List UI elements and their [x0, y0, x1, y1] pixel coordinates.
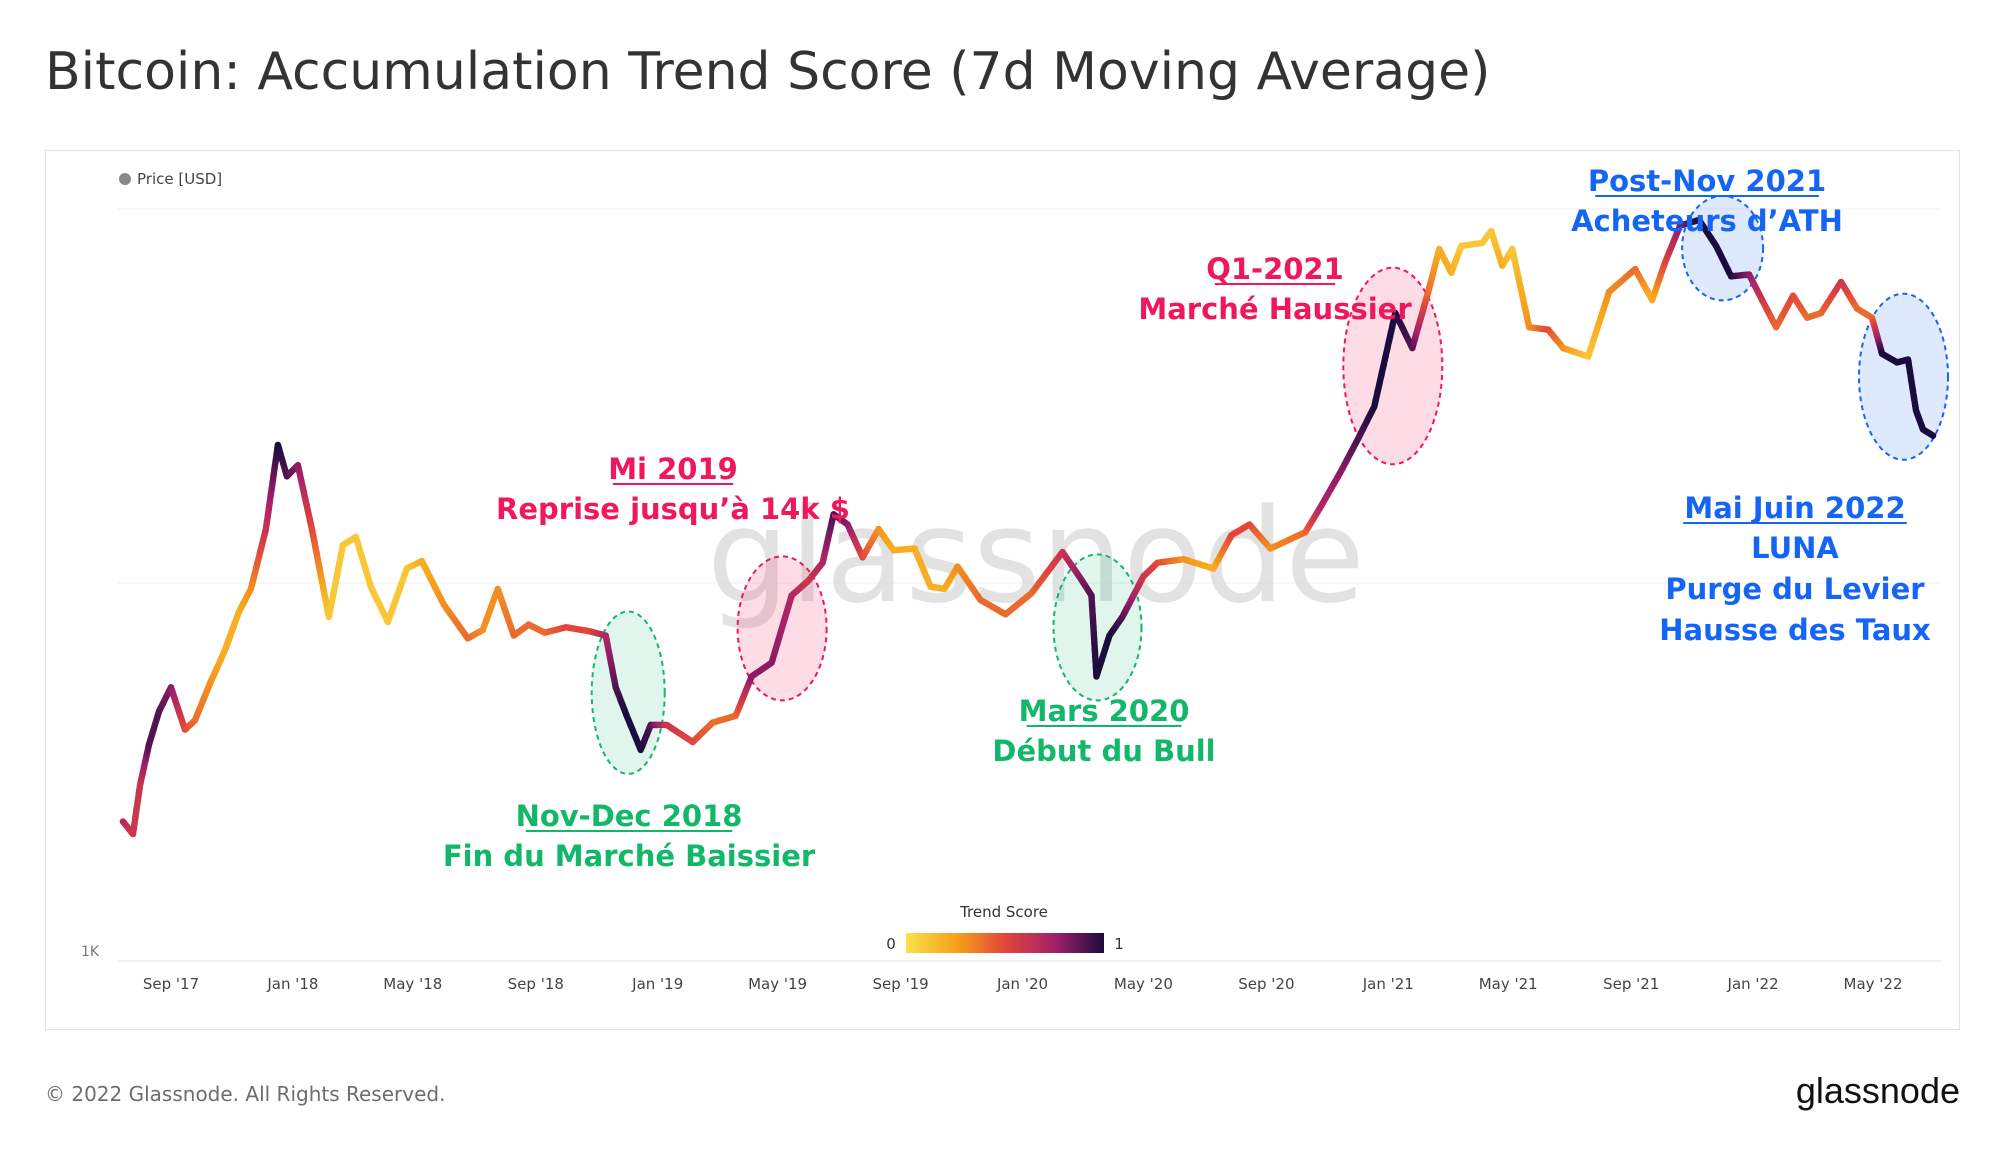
annotation-title-nov-dec-2018: Nov-Dec 2018	[516, 799, 743, 833]
annotation-line-q1-2021: Marché Haussier	[1138, 292, 1412, 326]
watermark: glassnode	[707, 480, 1365, 632]
annotation-line-mai-juin-2022: Purge du Levier	[1665, 572, 1925, 606]
legend[interactable]: Price [USD]	[119, 170, 222, 188]
x-tick-label: Sep '18	[508, 975, 564, 993]
x-tick-label: Jan '19	[631, 975, 683, 993]
legend-dot-icon	[119, 173, 131, 185]
annotation-title-mars-2020: Mars 2020	[1019, 694, 1190, 728]
x-tick-label: Jan '18	[266, 975, 318, 993]
x-tick-label: Sep '21	[1603, 975, 1659, 993]
x-tick-label: Jan '20	[996, 975, 1048, 993]
legend-label: Price [USD]	[137, 170, 222, 188]
colorbar-gradient	[906, 933, 1104, 953]
annotation-title-mi-2019: Mi 2019	[608, 452, 738, 486]
annotation-line-mars-2020: Début du Bull	[992, 734, 1215, 768]
x-tick-label: Sep '20	[1238, 975, 1294, 993]
x-tick-label: May '18	[383, 975, 442, 993]
annotation-ellipse-mai-juin-2022	[1858, 292, 1949, 461]
x-tick-label: Sep '19	[872, 975, 928, 993]
x-tick-label: May '20	[1114, 975, 1173, 993]
annotation-line-mai-juin-2022: LUNA	[1751, 531, 1839, 565]
annotation-ellipse-mars-2020	[1052, 553, 1143, 702]
chart-panel: glassnode Sep '17 Jan '18 May '18 Sep '18 Ja…	[45, 150, 1960, 1030]
y-tick-label: 1K	[81, 944, 100, 960]
price-series	[119, 216, 1937, 838]
copyright: © 2022 Glassnode. All Rights Reserved.	[45, 1082, 446, 1106]
annotation-line-mai-juin-2022: Hausse des Taux	[1659, 613, 1931, 647]
y-axis: 1K	[81, 944, 100, 960]
x-tick-label: Jan '21	[1362, 975, 1414, 993]
price-chart: glassnode Sep '17 Jan '18 May '18 Sep '18 Ja…	[81, 164, 1949, 993]
annotation-title-mai-juin-2022: Mai Juin 2022	[1684, 491, 1905, 525]
colorbar-title: Trend Score	[959, 903, 1048, 921]
price-point	[1929, 432, 1937, 440]
colorbar-max-label: 1	[1114, 935, 1124, 953]
annotation-line-mi-2019: Reprise jusqu’à 14k $	[496, 492, 850, 526]
x-axis: Sep '17 Jan '18 May '18 Sep '18 Jan '19 May '…	[143, 975, 1903, 993]
x-tick-label: Jan '22	[1727, 975, 1779, 993]
colorbar-min-label: 0	[886, 935, 896, 953]
x-tick-label: May '21	[1479, 975, 1538, 993]
brand-logo: glassnode	[1795, 1070, 1960, 1111]
annotation-title-q1-2021: Q1-2021	[1206, 252, 1344, 286]
x-tick-label: Sep '17	[143, 975, 199, 993]
gridlines	[118, 208, 1941, 962]
annotation-labels: Nov-Dec 2018 Fin du Marché Baissier Mi 201…	[443, 164, 1931, 873]
annotation-line-nov-dec-2018: Fin du Marché Baissier	[443, 839, 816, 873]
x-tick-label: May '19	[748, 975, 807, 993]
trend-score-colorbar: Trend Score 0 1	[886, 903, 1124, 953]
page-title: Bitcoin: Accumulation Trend Score (7d Mo…	[45, 42, 1491, 102]
annotation-line-post-nov-2021: Acheteurs d’ATH	[1571, 204, 1843, 238]
annotation-title-post-nov-2021: Post-Nov 2021	[1588, 164, 1826, 198]
x-tick-label: May '22	[1844, 975, 1903, 993]
